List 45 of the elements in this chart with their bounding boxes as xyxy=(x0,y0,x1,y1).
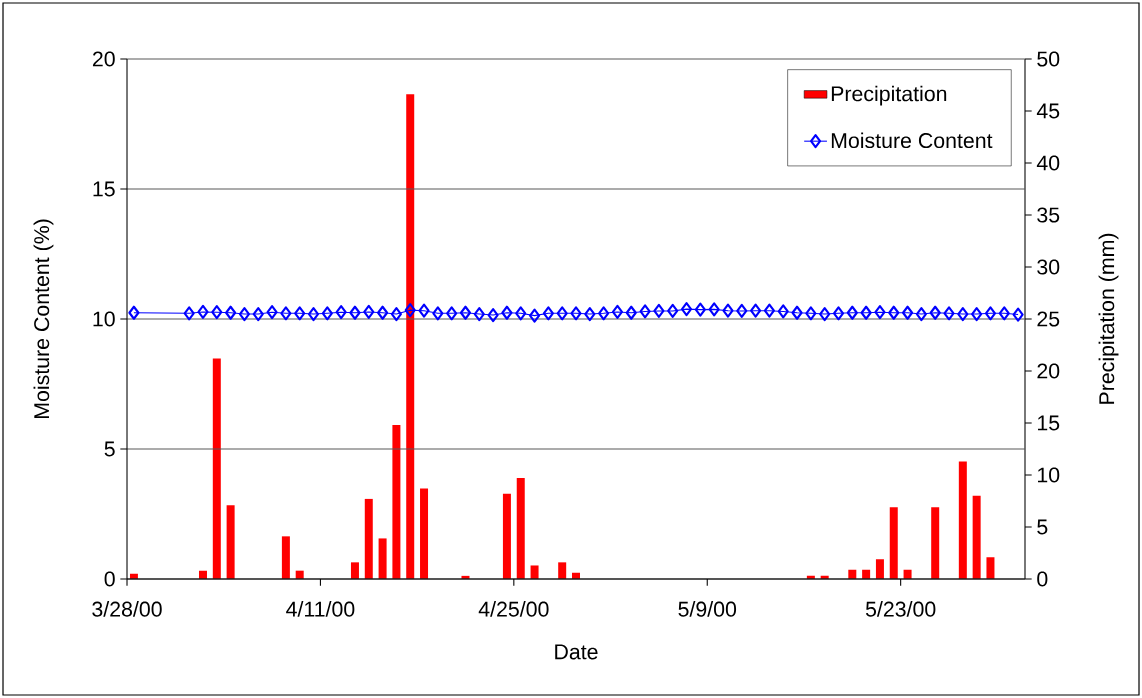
y2-tick-label: 5 xyxy=(1037,519,1048,535)
y-tick-label: 15 xyxy=(93,181,115,197)
y-tick-label: 0 xyxy=(104,571,115,587)
y2-tick-label: 20 xyxy=(1037,363,1060,379)
x-tick-label: 4/25/00 xyxy=(478,601,549,617)
bar xyxy=(350,562,359,579)
x-tick-label: 3/28/00 xyxy=(92,601,162,617)
y2-axis-title: Precipitation (mm) xyxy=(1098,233,1119,404)
bar xyxy=(972,495,981,579)
bar xyxy=(558,562,567,579)
y2-tick-label: 50 xyxy=(1037,51,1060,67)
y2-tick-label: 45 xyxy=(1036,103,1060,119)
bar xyxy=(530,565,539,579)
bar xyxy=(889,507,898,579)
bar xyxy=(516,478,525,579)
y2-tick-label: 0 xyxy=(1037,571,1048,587)
bar xyxy=(406,94,415,579)
y2-tick-label: 25 xyxy=(1037,311,1060,327)
bar xyxy=(281,536,290,579)
bar xyxy=(226,505,235,579)
x-tick-label: 5/9/00 xyxy=(678,601,737,617)
legend-label: Moisture Content xyxy=(831,132,993,149)
bar xyxy=(378,538,387,579)
y2-tick-label: 10 xyxy=(1038,467,1060,483)
y-tick-label: 10 xyxy=(93,311,115,327)
bar xyxy=(958,461,967,579)
bar xyxy=(986,557,995,579)
x-axis-title: Date xyxy=(555,644,598,660)
y-tick-label: 20 xyxy=(92,51,115,67)
bar xyxy=(392,425,401,579)
bar xyxy=(875,559,884,579)
y2-tick-label: 15 xyxy=(1038,415,1060,431)
x-tick-label: 4/11/00 xyxy=(286,601,355,617)
y-tick-label: 5 xyxy=(104,441,115,457)
bar xyxy=(364,498,373,579)
bar xyxy=(420,488,429,579)
x-tick-label: 5/23/00 xyxy=(865,601,936,617)
legend-label: Precipitation xyxy=(831,85,947,106)
bar xyxy=(931,507,940,579)
bar xyxy=(212,358,221,579)
y2-tick-label: 35 xyxy=(1037,207,1060,223)
y2-tick-label: 30 xyxy=(1037,259,1060,275)
y2-tick-label: 40 xyxy=(1036,155,1060,171)
y-axis-title: Moisture Content (%) xyxy=(33,219,54,419)
bar xyxy=(502,493,511,579)
